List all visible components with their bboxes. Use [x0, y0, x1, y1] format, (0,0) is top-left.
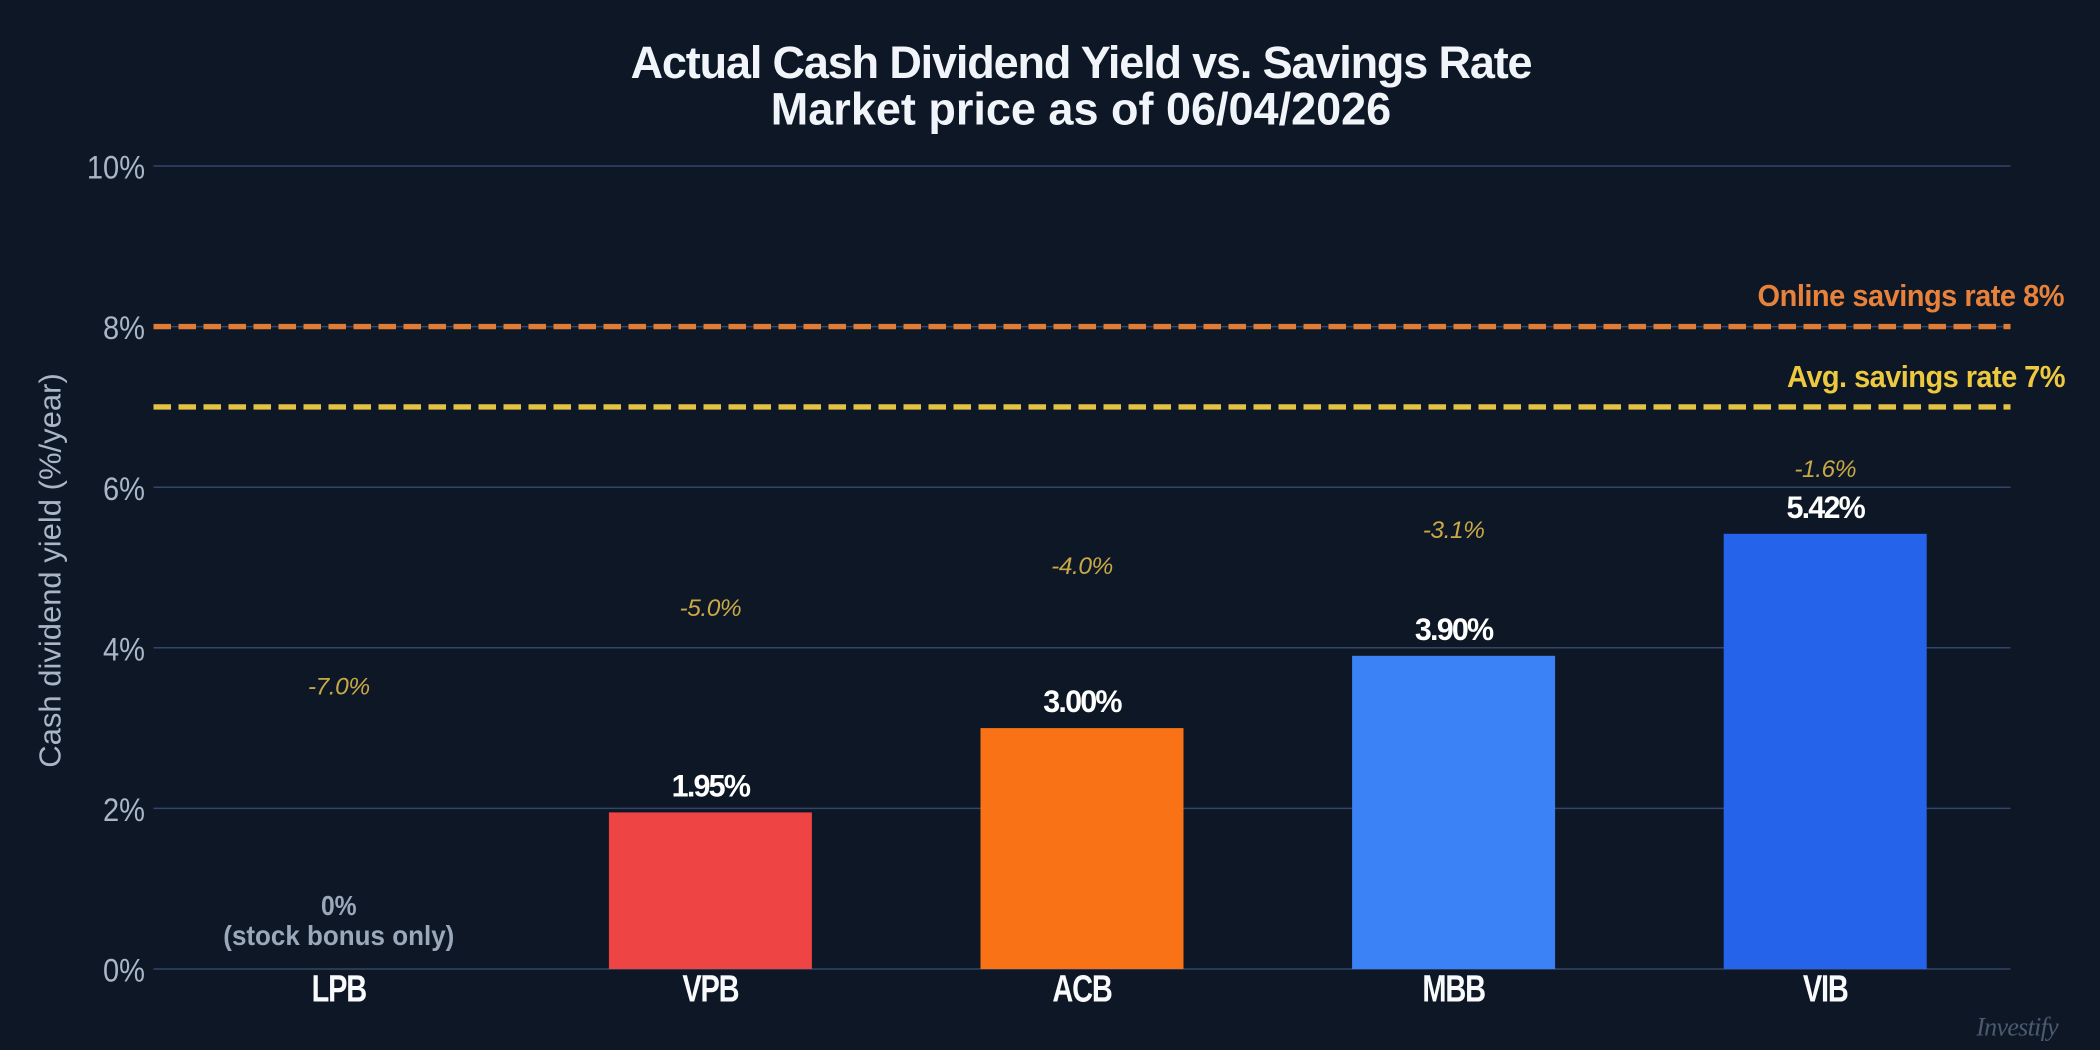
svg-text:0%: 0% [103, 953, 145, 989]
svg-text:2%: 2% [103, 793, 145, 829]
svg-text:5.42%: 5.42% [1786, 489, 1865, 525]
svg-text:Market price as of 06/04/2026: Market price as of 06/04/2026 [771, 84, 1391, 135]
svg-text:3.00%: 3.00% [1043, 683, 1122, 719]
svg-text:4%: 4% [103, 632, 145, 668]
svg-text:10%: 10% [87, 150, 145, 186]
svg-text:Avg. savings rate 7%: Avg. savings rate 7% [1787, 360, 2065, 394]
svg-text:Cash dividend yield (%/year): Cash dividend yield (%/year) [33, 373, 68, 768]
svg-text:6%: 6% [103, 472, 145, 508]
svg-text:Investify: Investify [1975, 1013, 2059, 1042]
svg-text:-1.6%: -1.6% [1794, 456, 1856, 483]
svg-text:LPB: LPB [312, 969, 366, 1010]
svg-text:0%: 0% [321, 890, 357, 922]
svg-text:-3.1%: -3.1% [1423, 517, 1485, 544]
svg-text:Actual Cash Dividend Yield vs.: Actual Cash Dividend Yield vs. Savings R… [631, 37, 1532, 88]
svg-text:-4.0%: -4.0% [1051, 553, 1113, 580]
svg-text:Online savings rate 8%: Online savings rate 8% [1758, 279, 2064, 313]
svg-text:-7.0%: -7.0% [308, 674, 370, 701]
svg-text:VIB: VIB [1803, 969, 1848, 1010]
svg-text:1.95%: 1.95% [672, 768, 751, 804]
svg-text:VPB: VPB [682, 969, 738, 1010]
svg-text:3.90%: 3.90% [1415, 611, 1494, 647]
svg-text:8%: 8% [103, 311, 145, 347]
svg-text:-5.0%: -5.0% [680, 595, 742, 622]
svg-text:(stock bonus only): (stock bonus only) [223, 920, 454, 951]
svg-text:ACB: ACB [1052, 969, 1111, 1010]
svg-text:MBB: MBB [1422, 969, 1485, 1010]
